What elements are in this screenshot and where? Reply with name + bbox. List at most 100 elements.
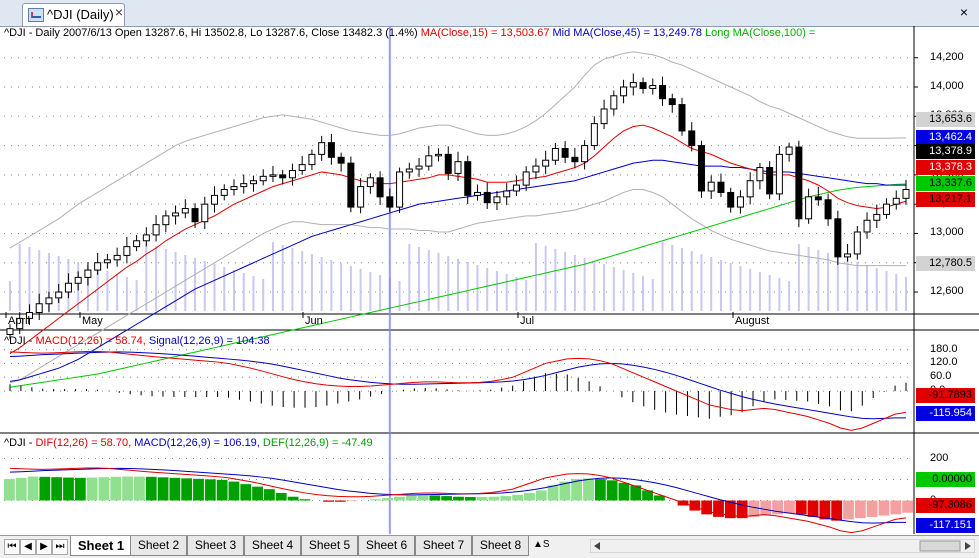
candle-down [834,218,842,258]
candle-up [435,153,443,157]
dif-value-tag: -97.3086 [916,498,975,513]
candle-up [366,177,374,188]
price-axis-label: 14,200 [930,50,964,63]
candle-up [249,180,257,185]
candle-down [483,191,491,204]
candle-up [892,197,900,205]
candle-up [113,254,121,261]
close-window-icon[interactable]: × [959,4,969,20]
def-histogram-bar [878,500,890,516]
bollinger-lower [9,189,906,384]
def-histogram-bar [630,485,642,501]
def-histogram-bar [488,496,500,501]
candle-down [376,177,384,198]
candle-up [610,95,618,110]
def-histogram-bar [122,476,133,501]
candle-up [230,186,238,191]
sheet-tab-5[interactable]: Sheet 5 [301,536,358,556]
candle-up [590,123,598,147]
chart-canvas[interactable] [0,26,979,534]
def-histogram-bar [464,496,476,501]
def-histogram-bar [748,500,760,517]
def-histogram-bar [134,476,145,501]
def-histogram-bar [476,496,488,501]
price-value-tag: 13,653.6 [916,112,975,127]
price-pane-header: ^DJI - Daily 2007/6/13 Open 13287.6, Hi … [4,26,815,40]
def-histogram-bar [819,500,831,520]
def-histogram-bar [157,477,169,501]
ma-mid-legend: Mid MA(Close,45) = 13,249.78 [552,27,703,39]
candle-down [347,162,355,208]
def-histogram-bar [512,494,523,501]
def-histogram-bar [240,484,252,501]
first-sheet-button[interactable]: ⏮ [4,539,20,555]
candle-up [103,259,111,264]
candle-up [45,297,53,305]
price-value-tag: 13,337.6 [916,176,975,191]
candle-up [542,159,550,167]
candle-up [172,212,180,217]
sheet-tab-2[interactable]: Sheet 2 [130,536,187,556]
def-histogram-bar [193,478,204,501]
candle-up [503,190,511,198]
price-value-tag: 13,462.4 [916,130,975,145]
def-histogram-bar [15,477,27,501]
window-tab[interactable]: ^DJI (Daily) [22,3,125,26]
candle-up [318,142,326,155]
candle-down [668,98,676,106]
candle-up [649,85,657,89]
macd-line [9,350,907,431]
def-histogram-bar [110,476,122,501]
def-histogram-bar [228,481,240,501]
def-histogram-bar [145,476,157,501]
def-histogram-bar [394,496,405,501]
candle-up [123,246,131,256]
price-value-tag: 13,378.9 [916,144,975,159]
close-tab-icon[interactable]: × [114,4,124,20]
candle-up [581,145,589,163]
def-histogram-bar [453,496,464,501]
candle-down [571,156,579,163]
candle-up [6,328,14,336]
price-axis-label: 13,000 [930,226,964,239]
def-histogram-bar [795,500,807,515]
dif-macd-legend: MACD(12,26,9) = 106.19, [134,437,260,449]
def-histogram-bar [890,500,902,515]
macd-legend: MACD(12,26) = 58.74, [35,335,146,347]
candle-up [162,215,170,226]
sheet-tab-4[interactable]: Sheet 4 [244,536,301,556]
dif-value-tag: 0.00000 [916,472,975,487]
candle-down [639,82,647,89]
candle-up [844,253,852,258]
sheet-tab-7[interactable]: Sheet 7 [415,536,472,556]
sheet-tab-8[interactable]: Sheet 8 [472,536,529,556]
sheet-tab-6[interactable]: Sheet 6 [358,536,415,556]
chart-area[interactable]: ^DJI - Daily 2007/6/13 Open 13287.6, Hi … [0,26,979,534]
macd-axis-label: 60.0 [930,370,952,383]
def-histogram-bar [654,495,665,501]
def-histogram-bar [370,499,382,501]
candle-up [142,234,150,242]
next-sheet-button[interactable]: ▶ [36,539,52,555]
more-sheets-button[interactable]: ▲S [533,539,550,550]
def-histogram-bar [843,500,854,520]
month-label: Jul [520,315,535,327]
month-label: Jun [305,315,323,327]
price-value-tag: 13,217.1 [916,192,975,207]
dif-value-tag: -117.151 [916,518,975,533]
signal-legend: Signal(12,26,9) = 104.38 [148,335,270,347]
last-sheet-button[interactable]: ⏭ [52,539,68,555]
def-histogram-bar [39,476,51,501]
def-histogram-bar [831,500,843,521]
def-histogram-bar [689,500,701,511]
def-histogram-bar [535,490,547,501]
candle-down [688,130,696,147]
candle-up [873,213,881,221]
candle-up [94,262,102,271]
def-histogram-bar [417,495,429,501]
horizontal-scrollbar[interactable] [590,539,975,553]
sheet-tab-1[interactable]: Sheet 1 [70,536,132,556]
sheet-tab-3[interactable]: Sheet 3 [187,536,244,556]
prev-sheet-button[interactable]: ◀ [20,539,36,555]
candle-up [785,146,793,155]
